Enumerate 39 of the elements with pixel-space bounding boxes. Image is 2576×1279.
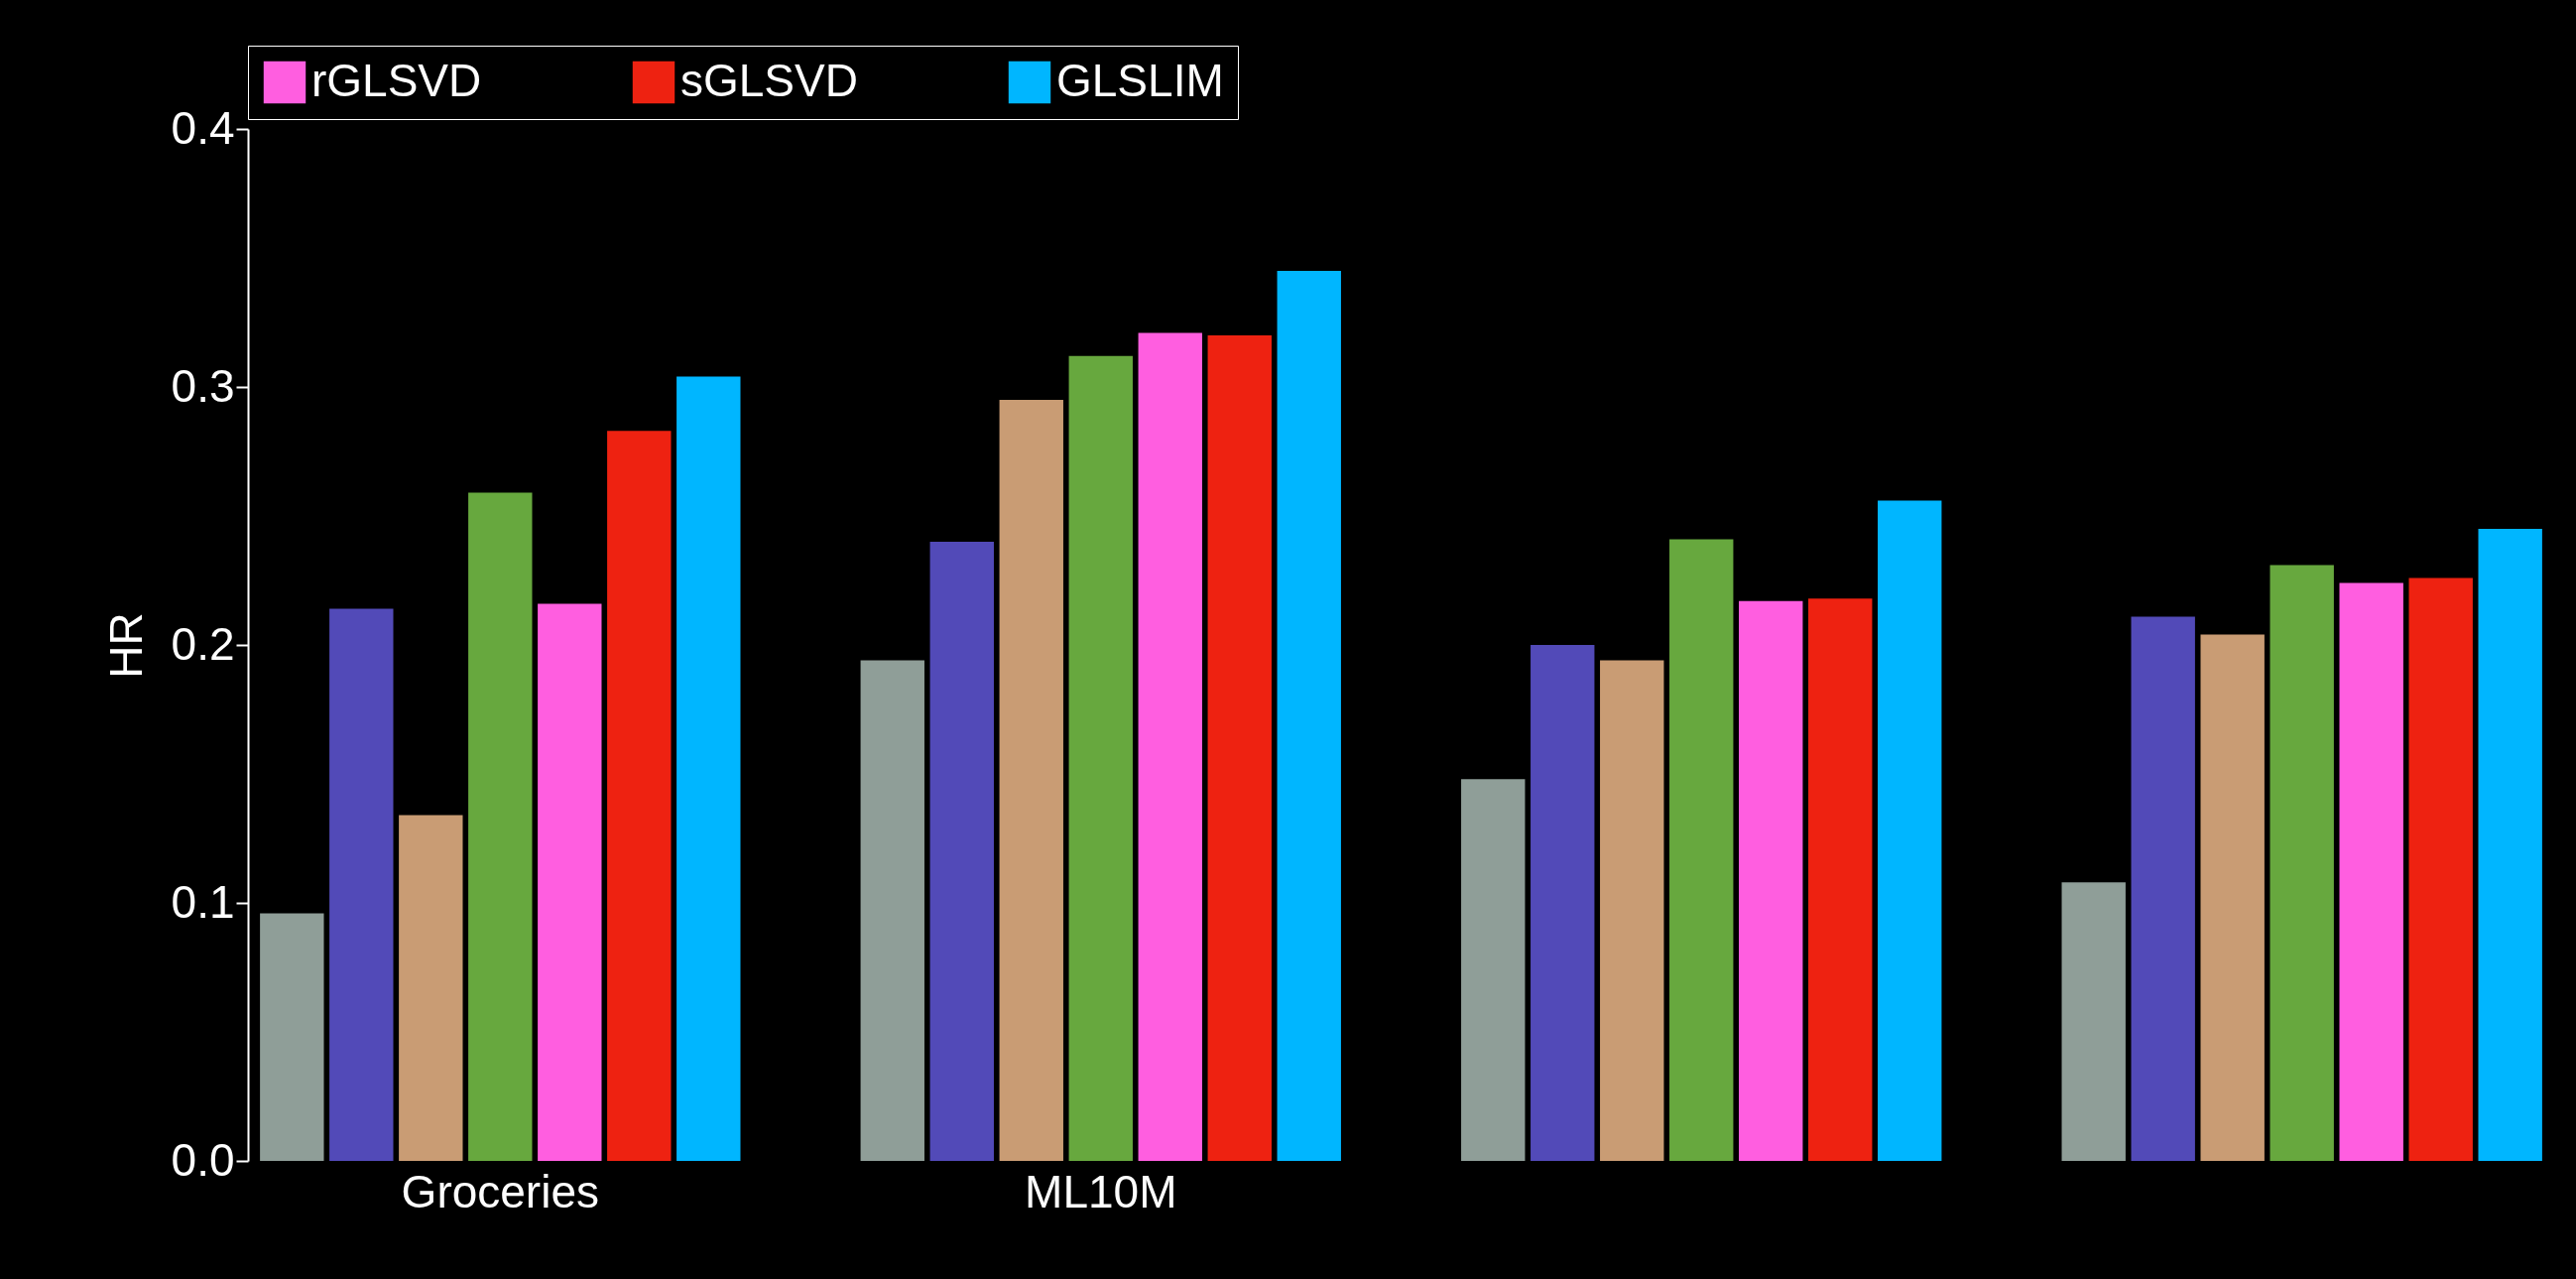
bar [1068,355,1133,1161]
bar [2339,582,2403,1161]
bar [1207,335,1272,1161]
legend-label: rGLSVD [311,55,482,106]
bar [1600,660,1664,1161]
bar [1878,500,1942,1161]
legend-label: sGLSVD [680,55,858,106]
bar [2269,565,2334,1161]
bar [2200,634,2265,1161]
bar [1531,645,1595,1161]
bar [1138,332,1202,1161]
y-axis-title: HR [99,612,152,679]
bar [468,492,533,1161]
bar [538,603,602,1161]
bar [929,542,994,1161]
bar [676,376,741,1161]
bar [607,431,672,1161]
y-tick-label: 0.2 [171,617,235,670]
bar [2131,616,2195,1161]
legend-label: GLSLIM [1056,55,1224,106]
bar [260,913,324,1161]
bar [860,660,924,1161]
bar [1669,539,1734,1161]
x-tick-label: ML10M [1025,1165,1177,1217]
bar [1277,271,1341,1161]
bar [2061,882,2126,1161]
bar [2408,577,2473,1161]
y-tick-label: 0.3 [171,359,235,412]
bar [1739,600,1803,1161]
bar [2478,529,2542,1161]
y-tick-label: 0.4 [171,101,235,154]
x-tick-label: Groceries [401,1165,599,1217]
y-tick-label: 0.0 [171,1133,235,1186]
bar [329,608,394,1161]
bar [1461,779,1526,1161]
bar [399,815,463,1161]
y-tick-label: 0.1 [171,875,235,928]
bar [1808,598,1873,1161]
bar [999,400,1063,1161]
